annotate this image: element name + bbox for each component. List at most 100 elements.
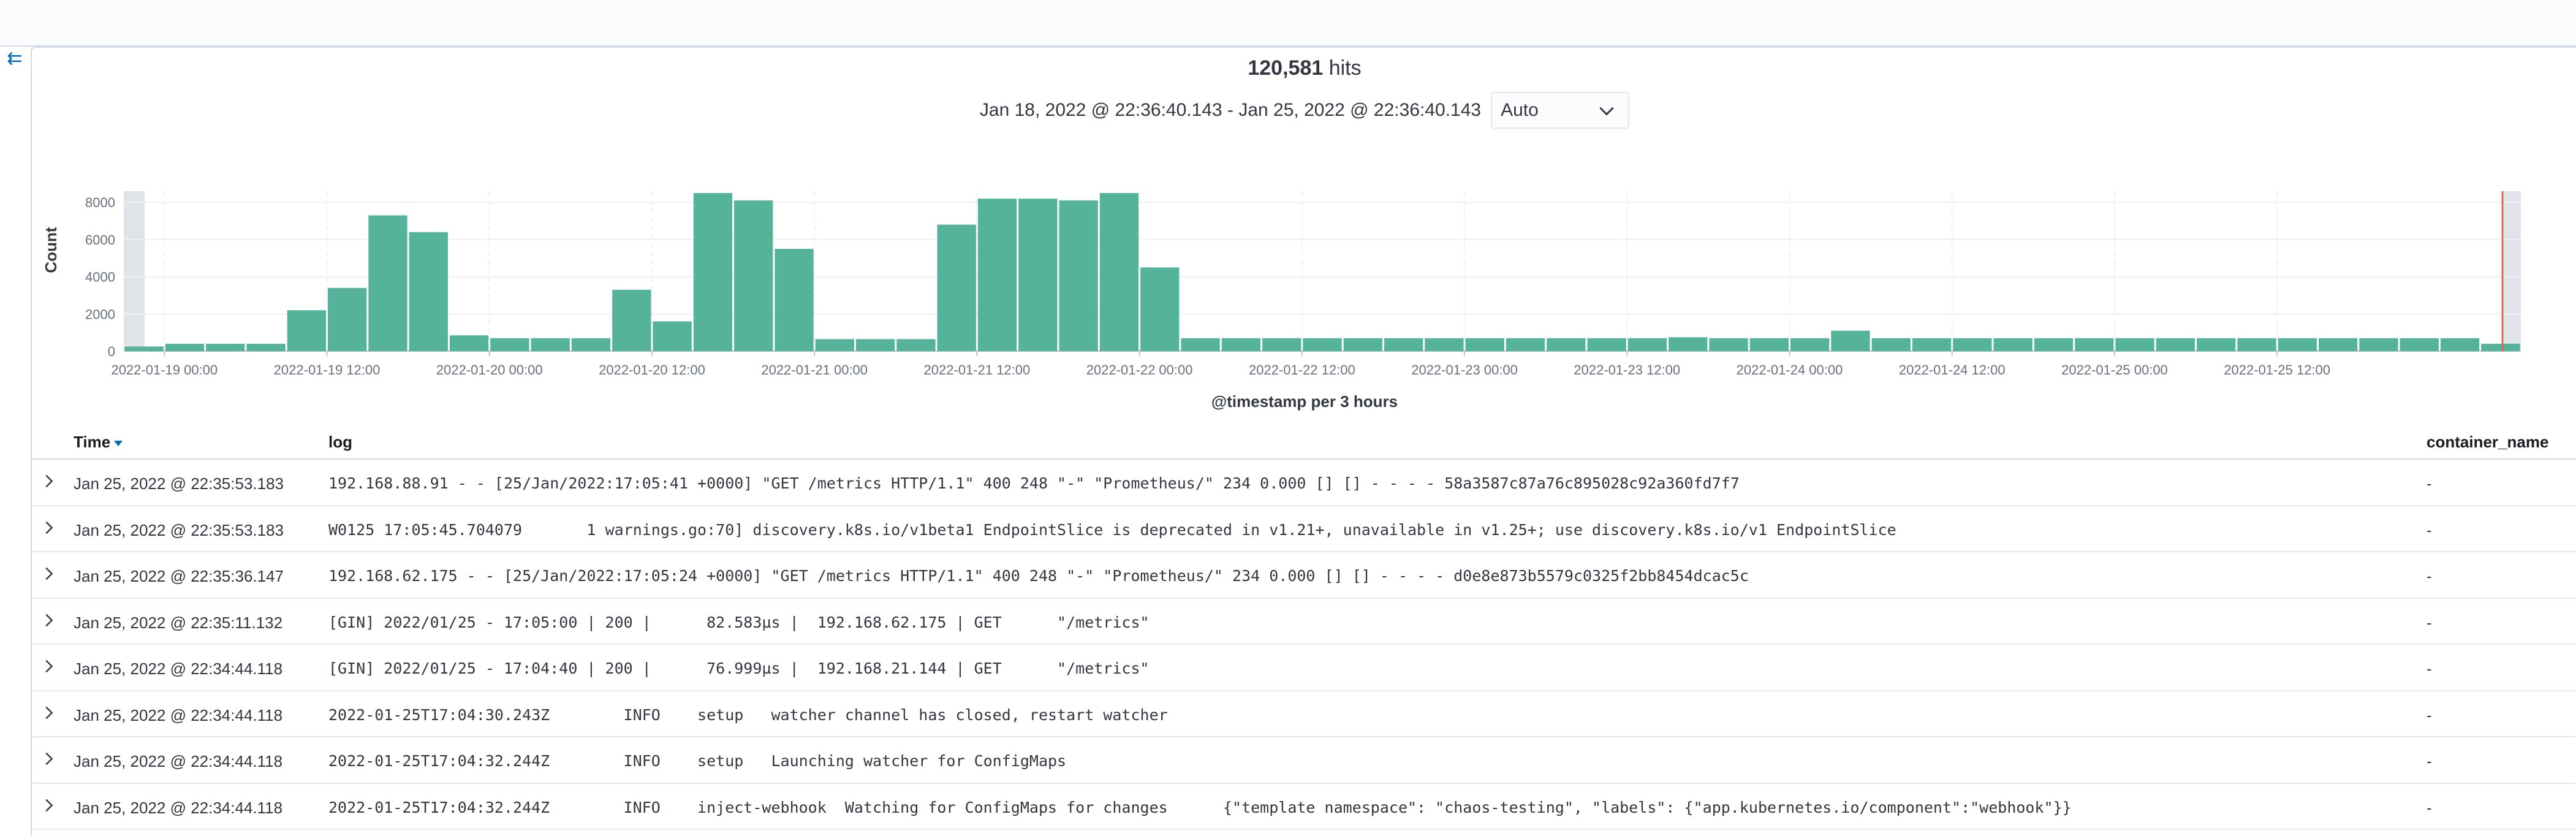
histogram-bar[interactable] bbox=[287, 310, 327, 351]
chevron-right-icon[interactable] bbox=[39, 519, 58, 537]
histogram-bar[interactable] bbox=[1953, 338, 1992, 351]
histogram-bar[interactable] bbox=[1669, 337, 1708, 351]
histogram-bar[interactable] bbox=[368, 215, 407, 351]
histogram-bar[interactable] bbox=[1384, 338, 1423, 351]
y-tick-label: 8000 bbox=[85, 195, 115, 210]
histogram-bar[interactable] bbox=[1912, 338, 1952, 351]
histogram-bar[interactable] bbox=[206, 343, 245, 351]
hits-label: hits bbox=[1328, 56, 1362, 80]
histogram-bar[interactable] bbox=[449, 335, 489, 351]
table-row[interactable]: Jan 25, 2022 @ 22:34:44.118 2022-01-25T17… bbox=[32, 784, 2576, 830]
histogram-bar[interactable] bbox=[409, 232, 448, 351]
cell-time: Jan 25, 2022 @ 22:35:53.183 bbox=[74, 520, 284, 539]
histogram-bar[interactable] bbox=[2115, 338, 2154, 351]
chevron-down-icon bbox=[1599, 107, 1614, 116]
chevron-right-icon[interactable] bbox=[39, 657, 58, 675]
histogram-bar[interactable] bbox=[246, 343, 286, 351]
x-tick-label: 2022-01-22 12:00 bbox=[1249, 362, 1355, 378]
histogram-bar[interactable] bbox=[2156, 338, 2195, 351]
y-tick-label: 4000 bbox=[85, 270, 115, 285]
time-range-text: Jan 18, 2022 @ 22:36:40.143 - Jan 25, 20… bbox=[979, 100, 1482, 120]
histogram-bar[interactable] bbox=[2318, 338, 2358, 351]
histogram-bar[interactable] bbox=[165, 343, 205, 351]
histogram-bar[interactable] bbox=[1790, 338, 1830, 351]
chevron-right-icon[interactable] bbox=[39, 472, 58, 490]
histogram-bar[interactable] bbox=[2359, 338, 2398, 351]
histogram-bar[interactable] bbox=[855, 339, 895, 351]
table-row[interactable]: Jan 25, 2022 @ 22:35:53.183 192.168.88.91… bbox=[32, 460, 2576, 506]
chevron-right-icon[interactable] bbox=[39, 564, 58, 583]
histogram-bar[interactable] bbox=[653, 321, 692, 351]
table-row[interactable]: Jan 25, 2022 @ 22:35:53.183 W0125 17:05:4… bbox=[32, 506, 2576, 552]
cell-time: Jan 25, 2022 @ 22:34:44.118 bbox=[74, 705, 283, 724]
histogram-bar[interactable] bbox=[1303, 338, 1342, 351]
interval-value: Auto bbox=[1501, 100, 1539, 120]
histogram-bar[interactable] bbox=[1993, 338, 2032, 351]
column-header-container-name[interactable]: container_name bbox=[2426, 433, 2549, 451]
table-row[interactable]: Jan 25, 2022 @ 22:34:44.118 2022-01-25T17… bbox=[32, 691, 2576, 737]
histogram-bar[interactable] bbox=[1018, 199, 1058, 351]
histogram-bar[interactable] bbox=[2278, 338, 2317, 351]
histogram-chart[interactable]: Count 0 2000 4000 6000 8000 2022-01-19 00:00… bbox=[32, 134, 2576, 391]
histogram-bar[interactable] bbox=[2034, 338, 2074, 351]
histogram-bar[interactable] bbox=[1425, 338, 1464, 351]
histogram-bar[interactable] bbox=[937, 224, 976, 351]
chevron-right-icon[interactable] bbox=[39, 796, 58, 815]
histogram-bar[interactable] bbox=[1099, 192, 1139, 351]
histogram-bar[interactable] bbox=[734, 200, 773, 351]
cell-log: W0125 17:05:45.704079 1 warnings.go:70] … bbox=[328, 520, 1896, 539]
histogram-bar[interactable] bbox=[1221, 338, 1261, 351]
table-row[interactable]: Jan 25, 2022 @ 22:34:14.091192.168.21.14… bbox=[32, 830, 2576, 836]
table-row[interactable]: Jan 25, 2022 @ 22:35:11.132 [GIN] 2022/01… bbox=[32, 599, 2576, 645]
histogram-bar[interactable] bbox=[693, 192, 733, 351]
table-row[interactable]: Jan 25, 2022 @ 22:34:44.118 2022-01-25T17… bbox=[32, 737, 2576, 784]
y-tick-label: 2000 bbox=[85, 306, 115, 322]
histogram-bar[interactable] bbox=[1140, 267, 1180, 351]
histogram-bar[interactable] bbox=[2400, 338, 2439, 351]
histogram-bar[interactable] bbox=[1262, 338, 1301, 351]
column-header-log[interactable]: log bbox=[328, 433, 352, 451]
histogram-bar[interactable] bbox=[1506, 338, 1545, 351]
chevron-right-icon[interactable] bbox=[39, 611, 58, 629]
histogram-bar[interactable] bbox=[977, 199, 1017, 351]
x-tick-label: 2022-01-24 00:00 bbox=[1737, 362, 1843, 378]
table-row[interactable]: Jan 25, 2022 @ 22:35:36.147 192.168.62.17… bbox=[32, 552, 2576, 599]
chart-bars[interactable] bbox=[124, 192, 2520, 351]
histogram-bar[interactable] bbox=[1547, 338, 1586, 351]
histogram-bar[interactable] bbox=[2237, 338, 2276, 351]
histogram-bar[interactable] bbox=[1181, 338, 1220, 351]
histogram-bar[interactable] bbox=[490, 338, 529, 351]
interval-select[interactable]: Auto bbox=[1491, 92, 1630, 129]
collapse-sidebar-icon[interactable]: ⇇ bbox=[7, 48, 23, 69]
histogram-bar[interactable] bbox=[1343, 338, 1382, 351]
histogram-bar[interactable] bbox=[2075, 338, 2114, 351]
histogram-bar[interactable] bbox=[1465, 338, 1504, 351]
table-row[interactable]: Jan 25, 2022 @ 22:34:44.118 [GIN] 2022/01… bbox=[32, 645, 2576, 691]
histogram-bar[interactable] bbox=[531, 338, 570, 351]
histogram-bar[interactable] bbox=[2440, 338, 2480, 351]
column-header-time[interactable]: Time bbox=[74, 433, 123, 452]
histogram-bar[interactable] bbox=[1587, 338, 1626, 351]
histogram-bar[interactable] bbox=[1831, 330, 1870, 351]
histogram-bar[interactable] bbox=[612, 289, 651, 351]
sort-descending-icon[interactable] bbox=[114, 440, 123, 446]
y-tick-label: 6000 bbox=[85, 232, 115, 248]
chevron-right-icon[interactable] bbox=[39, 750, 58, 768]
histogram-bar[interactable] bbox=[571, 338, 611, 351]
histogram-bar[interactable] bbox=[328, 287, 367, 351]
x-axis-ticks: 2022-01-19 00:00 2022-01-19 12:00 2022-01-… bbox=[111, 351, 2330, 378]
histogram-bar[interactable] bbox=[2197, 338, 2236, 351]
histogram-bar[interactable] bbox=[1709, 338, 1748, 351]
x-tick-label: 2022-01-22 00:00 bbox=[1086, 362, 1193, 378]
x-tick-label: 2022-01-19 00:00 bbox=[111, 362, 218, 378]
histogram-bar[interactable] bbox=[2481, 343, 2520, 351]
histogram-bar[interactable] bbox=[1627, 338, 1667, 351]
histogram-bar[interactable] bbox=[775, 249, 814, 351]
histogram-bar[interactable] bbox=[1871, 338, 1911, 351]
histogram-bar[interactable] bbox=[124, 346, 164, 351]
histogram-bar[interactable] bbox=[1749, 338, 1789, 351]
histogram-bar[interactable] bbox=[815, 339, 854, 351]
histogram-bar[interactable] bbox=[1059, 200, 1098, 351]
histogram-bar[interactable] bbox=[896, 339, 936, 351]
chevron-right-icon[interactable] bbox=[39, 704, 58, 722]
